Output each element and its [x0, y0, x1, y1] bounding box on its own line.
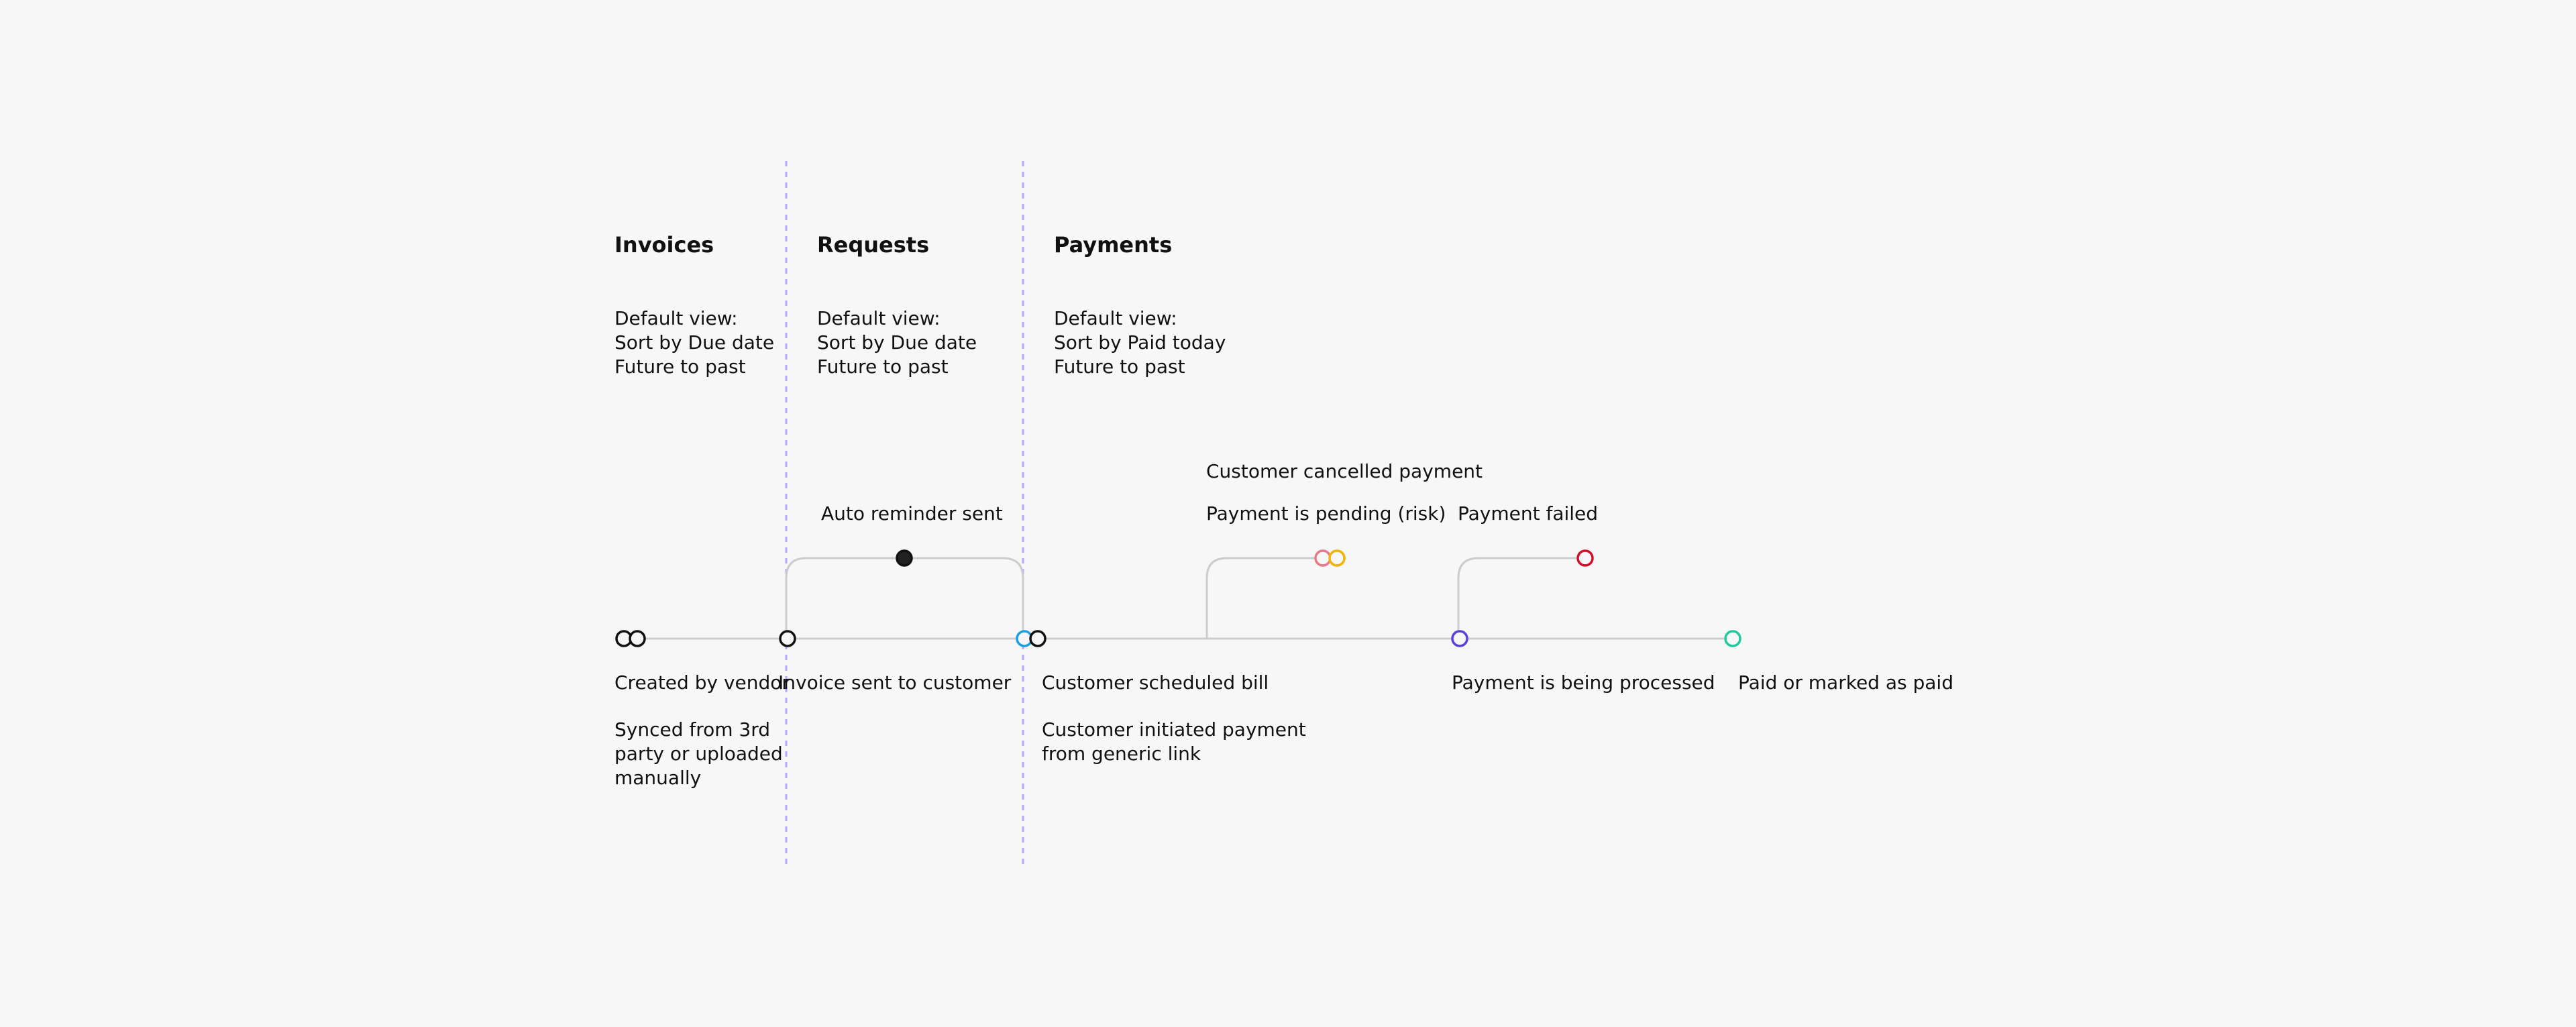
label-payment-failed: Payment failed	[1458, 502, 1599, 525]
branch-payment-failed	[1457, 557, 1576, 639]
label-payment-processing: Payment is being processed	[1452, 671, 1715, 694]
label-created-by-vendor: Created by vendor	[614, 671, 790, 694]
requests-view-line-2: Sort by Due date	[817, 331, 977, 354]
payments-view-line-2: Sort by Paid today	[1054, 331, 1226, 354]
label-auto-reminder: Auto reminder sent	[821, 502, 1003, 525]
node-payment-processing	[1451, 630, 1468, 647]
label-synced-line-1: Synced from 3rd	[614, 718, 771, 741]
label-customer-scheduled: Customer scheduled bill	[1042, 671, 1269, 694]
label-paid: Paid or marked as paid	[1738, 671, 1953, 694]
label-customer-cancelled: Customer cancelled payment	[1206, 460, 1483, 482]
node-payment-failed	[1576, 549, 1594, 567]
label-synced-line-3: manually	[614, 767, 702, 789]
section-heading-requests: Requests	[817, 232, 930, 258]
requests-view-line-1: Default view:	[817, 307, 941, 329]
node-payment-pending	[1328, 549, 1346, 567]
requests-view-line-3: Future to past	[817, 356, 949, 378]
invoices-view-line-2: Sort by Due date	[614, 331, 775, 354]
branch-cancelled-pending	[1205, 557, 1318, 639]
node-paid	[1724, 630, 1741, 647]
section-heading-invoices: Invoices	[614, 232, 714, 258]
invoices-view-line-3: Future to past	[614, 356, 746, 378]
branch-auto-reminder	[785, 557, 1024, 639]
node-auto-reminder	[896, 549, 913, 567]
label-customer-initiated-line-1: Customer initiated payment	[1042, 718, 1306, 741]
node-customer-initiated	[1029, 630, 1046, 647]
label-invoice-sent: Invoice sent to customer	[778, 671, 1012, 694]
node-customer-cancelled	[1314, 549, 1332, 567]
node-synced	[629, 630, 646, 647]
payments-view-line-3: Future to past	[1054, 356, 1185, 378]
label-customer-initiated-line-2: from generic link	[1042, 743, 1201, 765]
label-synced-line-2: party or uploaded	[614, 743, 783, 765]
invoices-view-line-1: Default view:	[614, 307, 738, 329]
payments-view-line-1: Default view:	[1054, 307, 1177, 329]
node-invoice-sent	[779, 630, 796, 647]
section-heading-payments: Payments	[1054, 232, 1173, 258]
label-payment-pending: Payment is pending (risk)	[1206, 502, 1446, 525]
